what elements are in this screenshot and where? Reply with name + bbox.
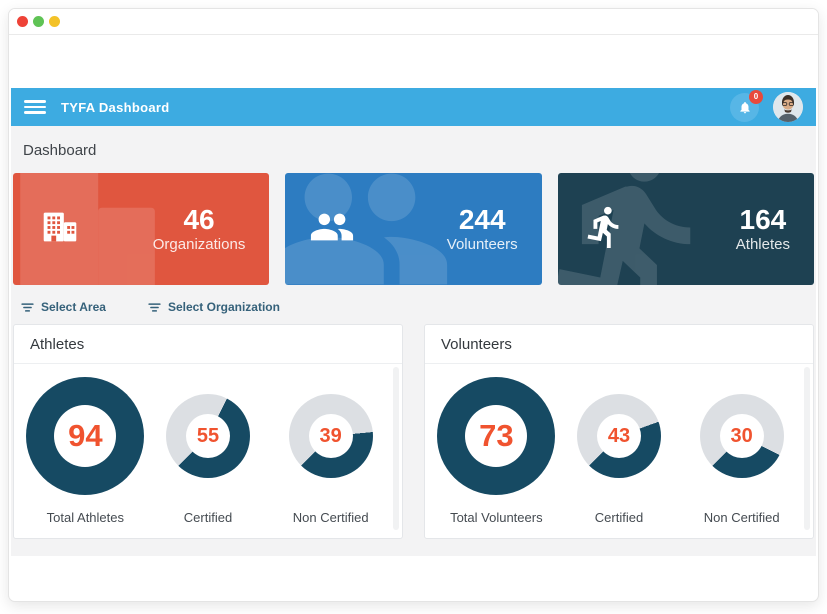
browser-titlebar (9, 9, 818, 35)
athletes-certified-donut: 55 (166, 394, 250, 478)
notification-badge: 0 (749, 89, 763, 104)
stat-card-stats: 46 Organizations (152, 203, 246, 254)
total-volunteers-chart: 73 Total Volunteers (435, 372, 558, 525)
people-icon (309, 204, 355, 255)
filter-icon (21, 302, 34, 312)
volunteers-panel-title: Volunteers (425, 325, 813, 364)
donut-label: Total Volunteers (450, 510, 543, 525)
user-avatar[interactable] (773, 92, 803, 122)
donut-label: Total Athletes (46, 510, 124, 525)
donut-label: Certified (594, 510, 644, 525)
runner-icon (582, 204, 628, 255)
chart-panels: Athletes 94 Total Athletes 55 (13, 324, 814, 539)
select-area-filter[interactable]: Select Area (21, 300, 106, 314)
browser-window: TYFA Dashboard 0 (8, 8, 819, 602)
filter-row: Select Area Select Organization (13, 285, 814, 324)
app-root: TYFA Dashboard 0 (11, 88, 816, 556)
page-title: Dashboard (23, 142, 97, 159)
athletes-panel-title: Athletes (14, 325, 402, 364)
stat-card-stats: 244 Volunteers (446, 203, 518, 254)
stat-label: Organizations (152, 236, 246, 254)
app-title: TYFA Dashboard (61, 99, 170, 115)
menu-icon[interactable] (24, 97, 46, 117)
athletes-panel: Athletes 94 Total Athletes 55 (13, 324, 403, 539)
athletes-noncertified-chart: 39 Non Certified (269, 372, 392, 525)
stat-label: Volunteers (446, 236, 518, 254)
stat-value: 46 (183, 203, 215, 235)
stat-card-stats: 164 Athletes (735, 203, 790, 254)
donut-label: Certified (183, 510, 233, 525)
stat-value: 244 (458, 203, 506, 235)
donut-label: Non Certified (703, 510, 780, 525)
volunteers-donut-row: 73 Total Volunteers 43 Certified (425, 364, 813, 525)
total-athletes-chart: 94 Total Athletes (24, 372, 147, 525)
select-organization-filter[interactable]: Select Organization (148, 300, 280, 314)
notifications-button[interactable]: 0 (730, 89, 763, 122)
header-actions: 0 (730, 89, 803, 122)
stat-value: 164 (739, 203, 787, 235)
donut-label: Non Certified (292, 510, 369, 525)
volunteers-certified-donut: 43 (577, 394, 661, 478)
traffic-light-red-button[interactable] (17, 16, 28, 27)
dashboard-content: Dashboard (11, 126, 816, 556)
athletes-certified-chart: 55 Certified (147, 372, 270, 525)
athletes-donut-row: 94 Total Athletes 55 Certified (14, 364, 402, 525)
stat-card-volunteers[interactable]: 244 Volunteers (285, 173, 542, 285)
stat-card-athletes[interactable]: 164 Athletes (557, 173, 814, 285)
volunteers-noncertified-chart: 30 Non Certified (680, 372, 803, 525)
stat-cards-row: 46 Organizations 244 Volunteers (13, 173, 814, 285)
bell-icon (738, 100, 752, 115)
volunteers-certified-chart: 43 Certified (558, 372, 681, 525)
stat-card-organizations[interactable]: 46 Organizations (13, 173, 270, 285)
volunteers-panel: Volunteers 73 Total Volunteers 43 (424, 324, 814, 539)
building-icon (37, 204, 83, 255)
total-volunteers-donut: 73 (437, 377, 556, 495)
filter-icon (148, 302, 161, 312)
athletes-noncertified-donut: 39 (288, 394, 373, 478)
stat-label: Athletes (735, 236, 790, 254)
app-header: TYFA Dashboard 0 (11, 88, 816, 126)
traffic-light-green-button[interactable] (33, 16, 44, 27)
volunteers-noncertified-donut: 30 (699, 394, 784, 478)
traffic-light-yellow-button[interactable] (49, 16, 60, 27)
total-athletes-donut: 94 (26, 377, 145, 495)
